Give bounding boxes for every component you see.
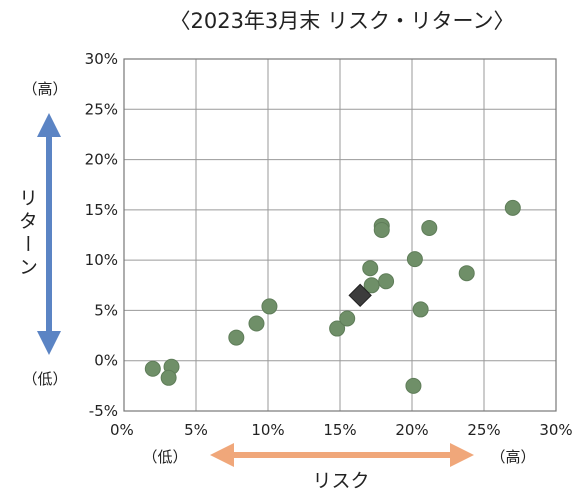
y-tick-label: 0% <box>94 352 118 370</box>
x-axis-label: リスク <box>312 470 369 492</box>
scatter-point <box>228 329 245 346</box>
y-axis-label: リターン <box>16 188 38 280</box>
highlight-point <box>348 283 372 308</box>
plot-frame <box>123 58 557 412</box>
x-tick-labels: 0% 5% 10% 15% 20% 25% 30% <box>110 421 573 439</box>
scatter-point <box>248 315 265 332</box>
chart-title: 〈2023年3月末 リスク・リターン〉 <box>169 9 514 33</box>
scatter-point <box>421 219 438 236</box>
scatter-point <box>160 369 177 386</box>
x-tick-label: 15% <box>323 421 356 439</box>
scatter-point <box>378 273 395 290</box>
data-points <box>144 199 521 394</box>
y-tick-label: 10% <box>85 251 118 269</box>
y-tick-label: 15% <box>85 201 118 219</box>
y-tick-label: 25% <box>85 100 118 118</box>
x-tick-label: 20% <box>395 421 428 439</box>
scatter-point <box>504 199 521 216</box>
x-tick-label: 0% <box>110 421 134 439</box>
x-high-label: （高） <box>490 448 535 466</box>
x-low-label: （低） <box>142 448 187 466</box>
scatter-point <box>144 360 161 377</box>
scatter-point <box>329 320 346 337</box>
scatter-point <box>412 301 429 318</box>
scatter-point <box>458 265 475 282</box>
scatter-point <box>339 310 356 327</box>
scatter-point <box>373 221 390 238</box>
y-tick-label: 20% <box>85 151 118 169</box>
y-low-label: （低） <box>22 370 67 388</box>
x-tick-label: 10% <box>251 421 284 439</box>
grid <box>123 58 557 412</box>
scatter-point <box>261 298 278 315</box>
x-tick-label: 25% <box>467 421 500 439</box>
x-tick-label: 30% <box>539 421 572 439</box>
scatter-point <box>405 377 422 394</box>
scatter-point <box>362 260 379 277</box>
y-tick-labels: 30% 25% 20% 15% 10% 5% 0% -5% <box>85 50 118 420</box>
y-tick-label: 5% <box>94 301 118 319</box>
scatter-point <box>406 251 423 268</box>
x-tick-label: 5% <box>184 421 208 439</box>
y-high-label: （高） <box>22 80 67 98</box>
y-tick-label: 30% <box>85 50 118 68</box>
y-tick-label: -5% <box>89 402 118 420</box>
